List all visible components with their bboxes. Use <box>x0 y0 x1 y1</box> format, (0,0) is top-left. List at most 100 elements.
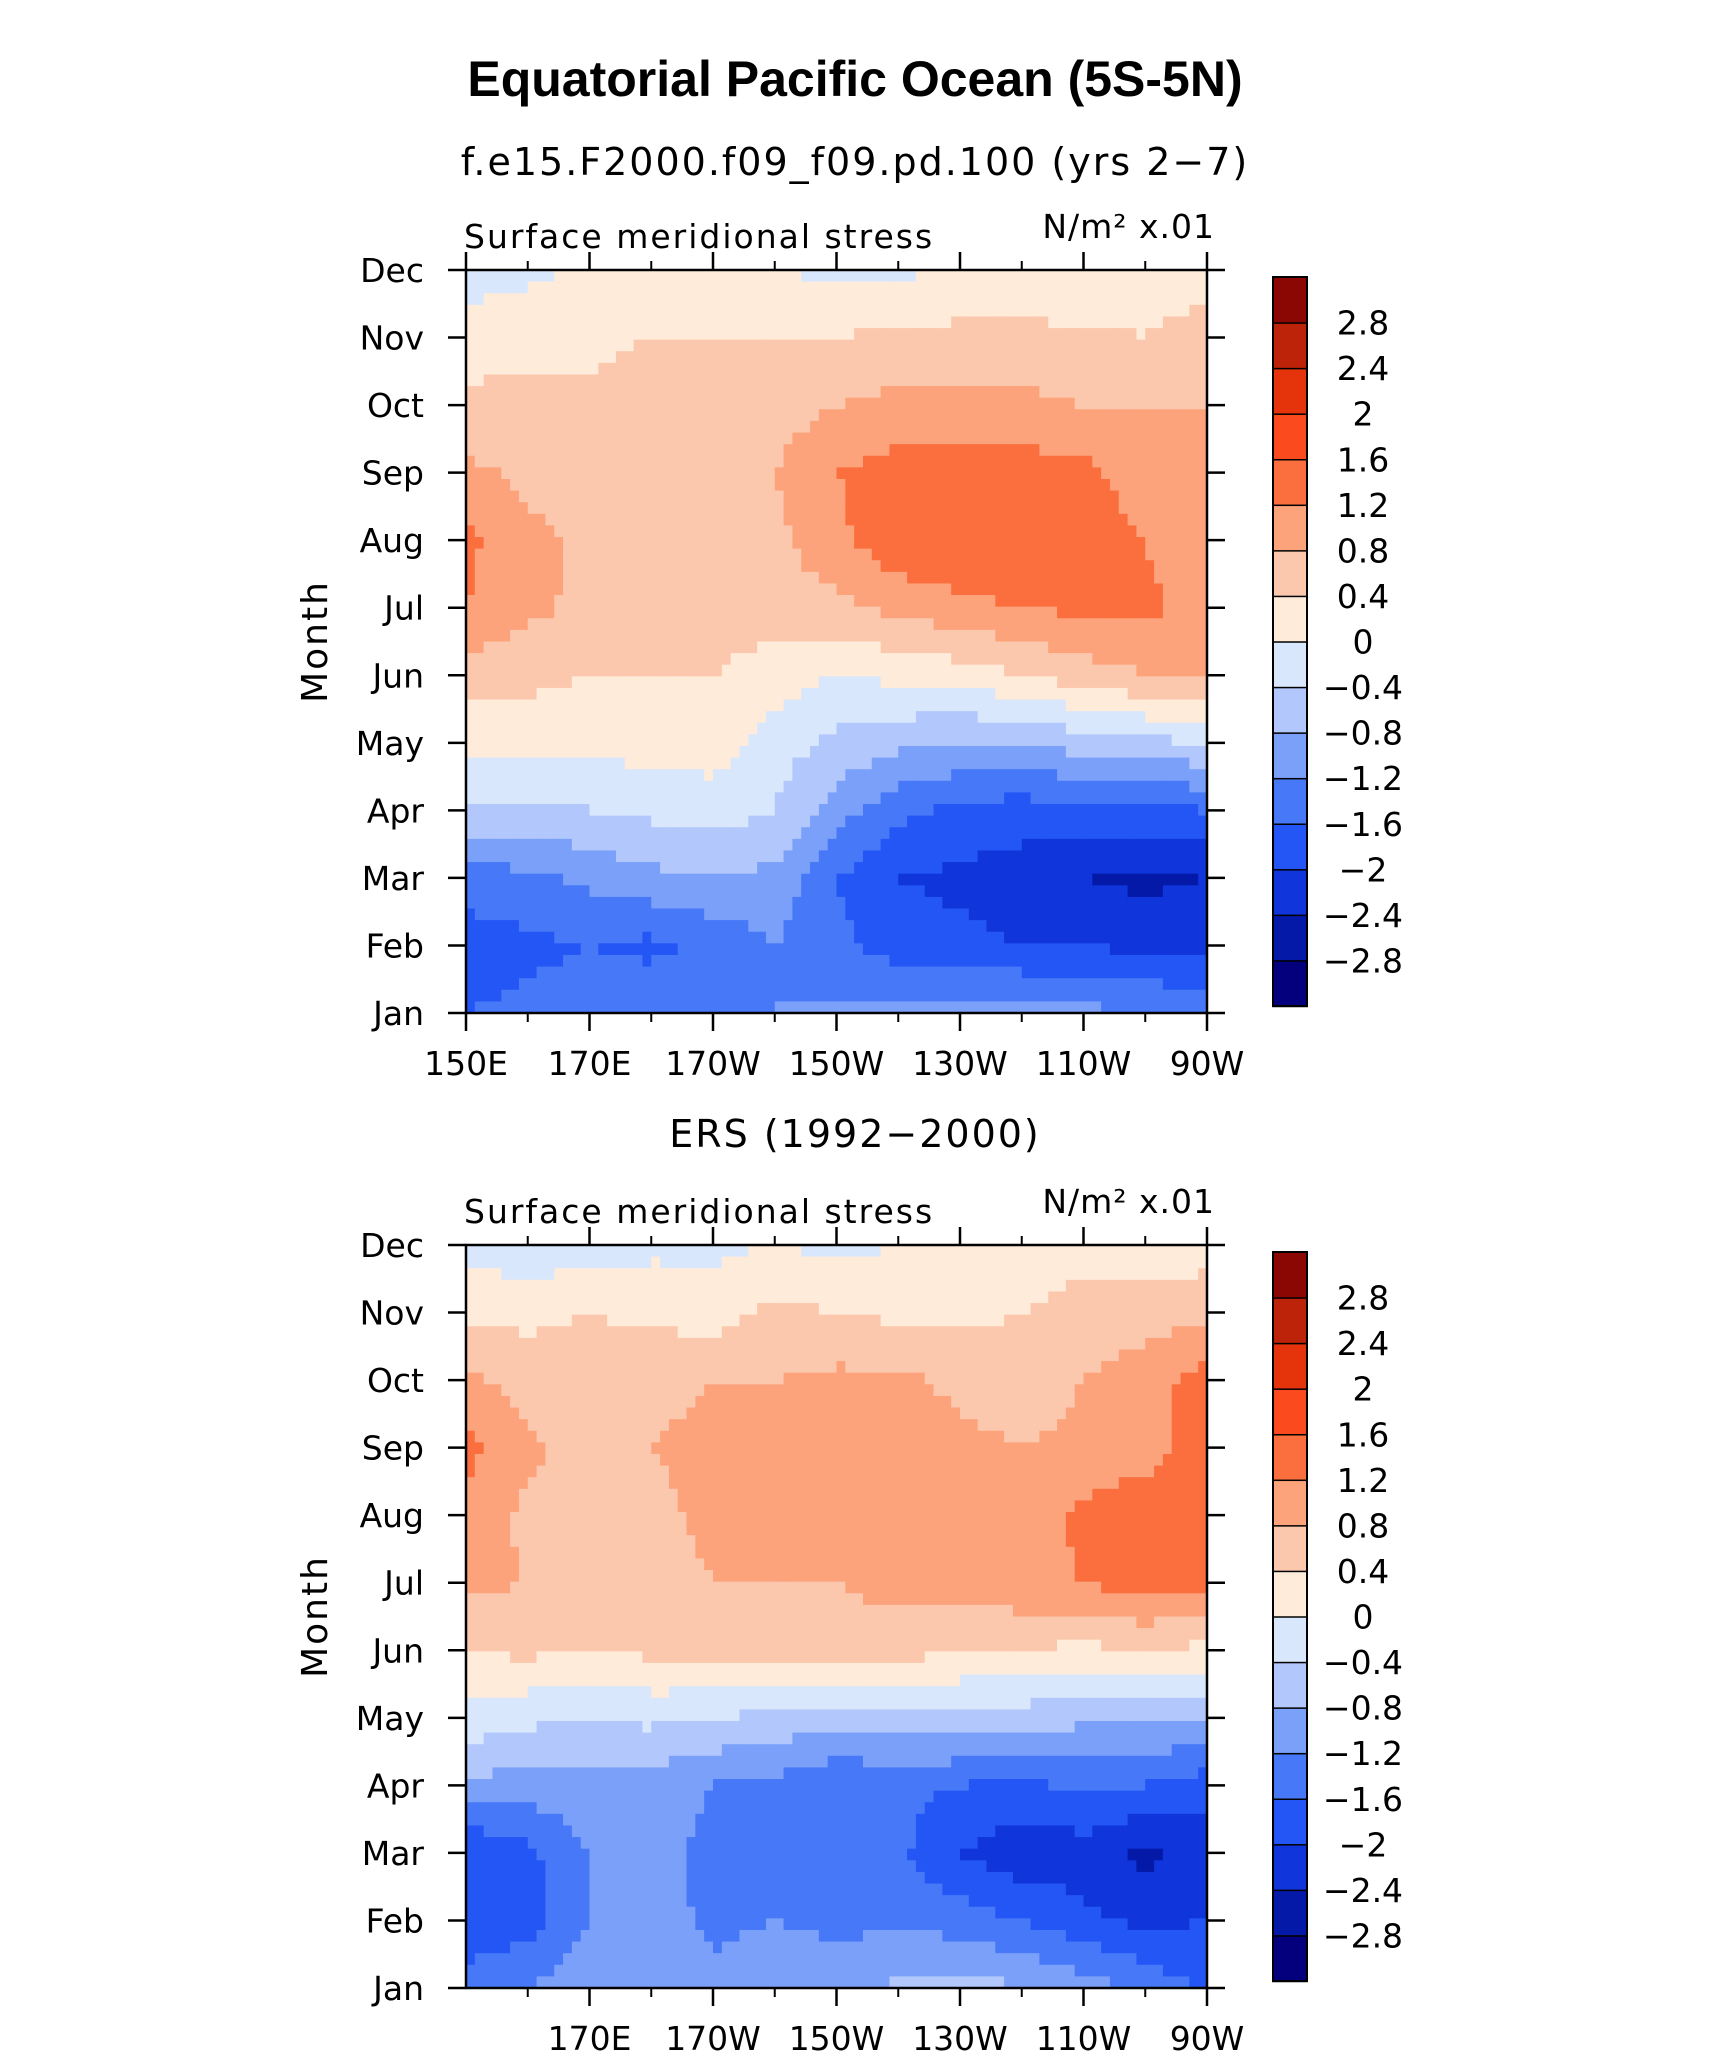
contour-cell <box>1004 664 1014 677</box>
contour-cell <box>1109 769 1120 782</box>
contour-cell <box>1162 513 1173 527</box>
contour-cell <box>765 316 776 329</box>
contour-cell <box>845 478 855 492</box>
contour-cell <box>995 792 1005 805</box>
contour-cell <box>1021 757 1032 770</box>
contour-cell <box>1109 885 1120 898</box>
contour-cell <box>510 954 520 968</box>
contour-cell <box>536 374 546 387</box>
contour-cell <box>589 351 599 364</box>
contour-cell <box>1154 838 1164 852</box>
contour-cell <box>845 804 855 817</box>
contour-cell <box>862 931 873 944</box>
contour-cell <box>704 316 714 329</box>
contour-cell <box>977 351 988 364</box>
contour-cell <box>536 792 546 805</box>
contour-cell <box>580 420 591 434</box>
contour-cell <box>1021 780 1032 794</box>
contour-cell <box>748 316 758 329</box>
contour-cell <box>845 873 855 886</box>
contour-cell <box>1198 595 1208 608</box>
contour-cell <box>792 525 802 538</box>
contour-cell <box>1101 281 1111 294</box>
contour-cell <box>739 397 749 410</box>
contour-cell <box>862 502 873 515</box>
contour-cell <box>1109 571 1120 585</box>
contour-cell <box>466 490 476 503</box>
contour-cell <box>871 339 882 352</box>
contour-cell <box>624 420 635 434</box>
contour-cell <box>474 537 485 550</box>
contour-cell <box>960 444 970 457</box>
contour-cell <box>704 757 714 770</box>
contour-cell <box>845 699 855 712</box>
contour-cell <box>827 769 838 782</box>
contour-cell <box>545 769 555 782</box>
contour-cell <box>713 328 723 341</box>
contour-cell <box>818 896 829 910</box>
contour-cell <box>862 850 873 863</box>
contour-cell <box>1136 362 1146 376</box>
contour-cell <box>889 606 899 619</box>
contour-cell <box>739 281 749 294</box>
contour-cell <box>960 920 970 933</box>
contour-cell <box>818 513 829 527</box>
contour-cell <box>1171 316 1182 329</box>
contour-cell <box>1118 699 1129 712</box>
contour-cell <box>668 954 679 968</box>
contour-cell <box>1101 420 1111 434</box>
contour-cell <box>1127 548 1138 561</box>
contour-cell <box>721 804 732 817</box>
contour-cell <box>501 745 511 759</box>
contour-cell <box>827 571 838 585</box>
contour-cell <box>836 420 846 434</box>
contour-cell <box>589 281 599 294</box>
contour-cell <box>1162 467 1173 480</box>
contour-cell <box>730 571 741 585</box>
contour-cell <box>1021 548 1032 561</box>
contour-cell <box>660 513 670 527</box>
contour-cell <box>492 676 502 689</box>
contour-cell <box>536 954 546 968</box>
contour-cell <box>1092 687 1102 701</box>
contour-cell <box>1004 838 1014 852</box>
contour-cell <box>1030 420 1040 434</box>
contour-cell <box>721 920 732 933</box>
contour-cell <box>915 711 926 724</box>
contour-cell <box>704 571 714 585</box>
contour-cell <box>748 757 758 770</box>
contour-cell <box>1021 293 1032 306</box>
contour-cell <box>571 537 582 550</box>
contour-cell <box>624 316 635 329</box>
contour-cell <box>624 467 635 480</box>
contour-cell <box>1039 827 1049 840</box>
contour-cell <box>527 409 538 422</box>
contour-cell <box>1118 873 1129 886</box>
contour-cell <box>1154 687 1164 701</box>
contour-cell <box>765 769 776 782</box>
contour-cell <box>1154 455 1164 468</box>
contour-cell <box>563 304 573 318</box>
contour-cell <box>986 641 996 654</box>
contour-cell <box>854 560 864 573</box>
contour-cell <box>1118 420 1129 434</box>
contour-cell <box>580 699 591 712</box>
contour-cell <box>633 525 644 538</box>
contour-cell <box>995 397 1005 410</box>
contour-cell <box>518 827 529 840</box>
contour-cell <box>995 316 1005 329</box>
contour-cell <box>1021 664 1032 677</box>
contour-cell <box>501 664 511 677</box>
contour-cell <box>836 351 846 364</box>
contour-cell <box>527 734 538 747</box>
contour-cell <box>1057 293 1067 306</box>
contour-cell <box>580 804 591 817</box>
contour-cell <box>880 432 891 445</box>
panel1-subtitle: f.e15.F2000.f09_f09.pd.100 (yrs 2−7) <box>460 140 1250 184</box>
contour-cell <box>668 409 679 422</box>
contour-cell <box>1092 444 1102 457</box>
contour-cell <box>1136 409 1146 422</box>
contour-cell <box>492 362 502 376</box>
contour-cell <box>571 304 582 318</box>
contour-cell <box>942 525 952 538</box>
